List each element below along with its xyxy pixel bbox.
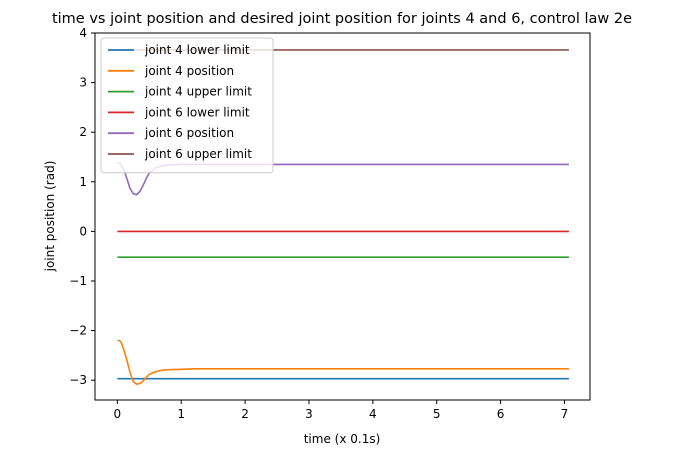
x-axis-ticks: 0 1 2 3 4 5 6 7 xyxy=(114,400,569,421)
y-tick-label: 4 xyxy=(79,26,87,40)
y-tick-label: 3 xyxy=(79,76,87,90)
x-tick-label: 3 xyxy=(305,407,313,421)
x-tick-label: 4 xyxy=(369,407,377,421)
x-tick-label: 7 xyxy=(561,407,569,421)
x-axis-label: time (x 0.1s) xyxy=(304,432,381,446)
legend: joint 4 lower limit joint 4 position joint… xyxy=(100,37,274,174)
series-line-1 xyxy=(117,339,569,385)
chart-title: time vs joint position and desired joint… xyxy=(52,11,632,27)
y-tick-label: −2 xyxy=(69,324,87,338)
y-tick-label: 2 xyxy=(79,125,87,139)
legend-label: joint 6 lower limit xyxy=(144,105,250,119)
y-axis-label: joint position (rad) xyxy=(43,161,57,273)
x-tick-label: 1 xyxy=(177,407,185,421)
x-tick-label: 5 xyxy=(433,407,441,421)
legend-label: joint 4 position xyxy=(144,64,234,78)
legend-label: joint 4 upper limit xyxy=(144,85,252,99)
plot-frame xyxy=(94,32,591,401)
y-tick-label: 0 xyxy=(79,224,87,238)
legend-box xyxy=(100,37,274,174)
x-tick-label: 6 xyxy=(497,407,505,421)
y-tick-label: −1 xyxy=(69,274,87,288)
y-axis-ticks: −3 −2 −1 0 1 2 3 4 xyxy=(69,26,95,387)
legend-label: joint 6 position xyxy=(144,126,234,140)
x-tick-label: 0 xyxy=(114,407,122,421)
x-tick-label: 2 xyxy=(241,407,249,421)
y-tick-label: −3 xyxy=(69,373,87,387)
legend-label: joint 6 upper limit xyxy=(144,147,252,161)
y-tick-label: 1 xyxy=(79,175,87,189)
legend-label: joint 4 lower limit xyxy=(144,43,250,57)
